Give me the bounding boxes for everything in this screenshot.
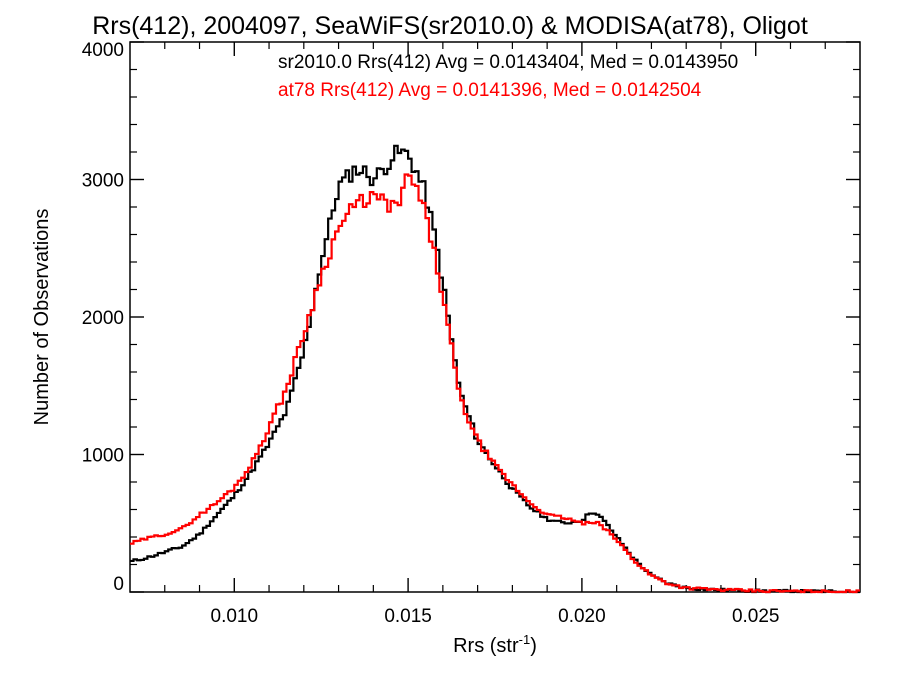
x-tick-label: 0.025 [732,606,780,627]
y-tick-label: 2000 [82,308,124,329]
tick-labels: 0.010 0.015 0.020 0.025 0 1000 2000 3000 4000 [82,40,780,627]
x-axis-label-sup: -1 [519,632,531,647]
series-layer [130,144,860,594]
x-axis-label-main: Rrs (str [453,635,519,657]
x-axis-label: Rrs (str-1) [453,632,537,657]
y-axis-label: Number of Observations [31,209,53,426]
y-tick-label: 0 [113,574,124,595]
y-tick-label: 4000 [82,40,124,61]
annotation-sr2010: sr2010.0 Rrs(412) Avg = 0.0143404, Med =… [278,52,738,73]
series-sr2010-line [130,144,860,594]
plot-frame [129,41,861,593]
x-tick-label: 0.020 [558,606,606,627]
annotation-at78: at78 Rrs(412) Avg = 0.0141396, Med = 0.0… [278,80,702,101]
x-tick-label: 0.015 [384,606,432,627]
major-ticks [130,41,860,593]
y-tick-label: 1000 [82,446,124,467]
y-tick-label: 3000 [82,171,124,192]
x-tick-label: 0.010 [211,606,259,627]
series-at78-line [130,173,860,594]
x-axis-label-tail: ) [530,635,537,657]
chart-title: Rrs(412), 2004097, SeaWiFS(sr2010.0) & M… [92,12,808,40]
minor-ticks [130,42,860,592]
